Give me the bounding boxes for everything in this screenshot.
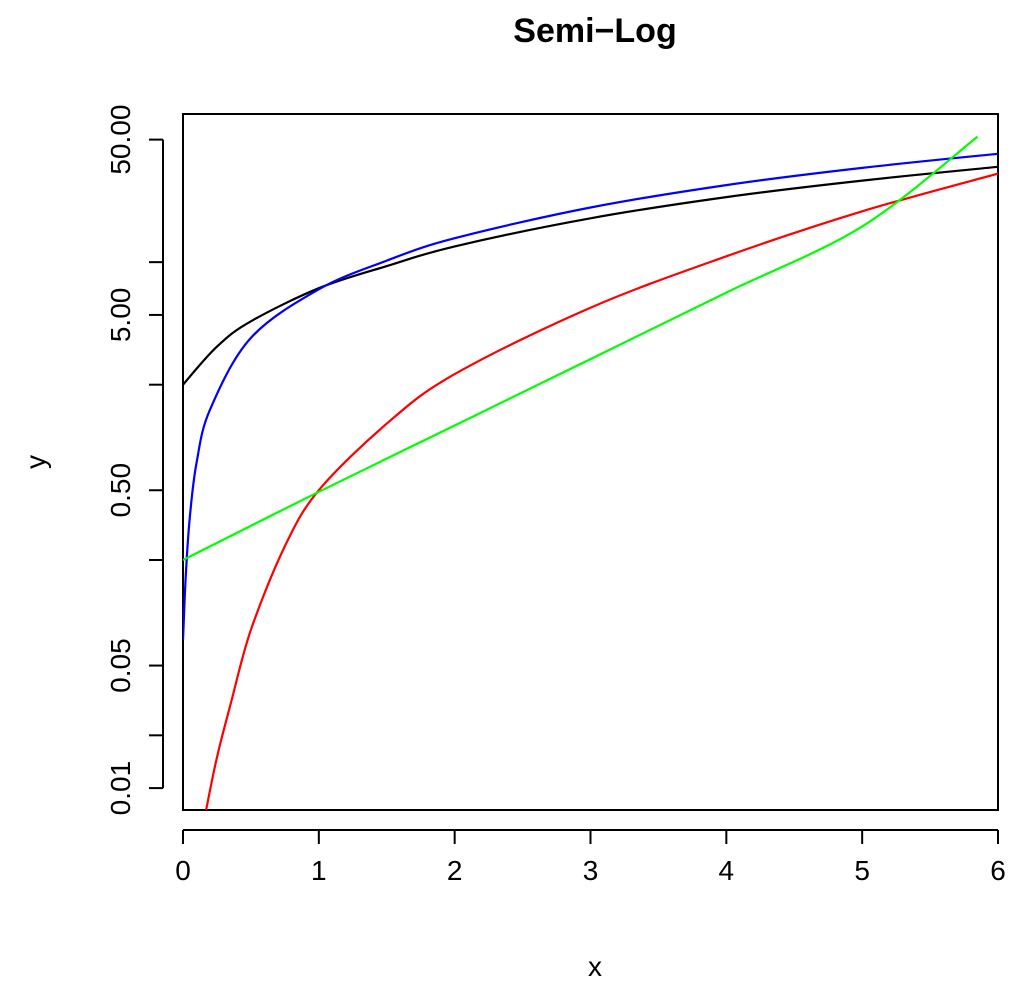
y-tick-label: 50.00 <box>105 105 136 175</box>
x-tick-label: 0 <box>175 855 191 886</box>
y-tick-label: 5.00 <box>105 288 136 343</box>
x-axis: 0 1 2 3 4 5 6 <box>175 829 1006 886</box>
x-tick-label: 3 <box>583 855 599 886</box>
x-tick-label: 6 <box>990 855 1006 886</box>
y-axis: 0.01 0.05 0.50 5.00 50.00 <box>105 105 164 816</box>
x-tick-label: 2 <box>447 855 463 886</box>
series-layer <box>183 135 998 810</box>
x-tick-label: 4 <box>719 855 735 886</box>
y-axis-title: y <box>20 455 51 469</box>
y-tick-label: 0.05 <box>105 638 136 693</box>
x-tick-label: 1 <box>311 855 327 886</box>
series-line-3 <box>205 172 998 810</box>
y-tick-label: 0.50 <box>105 463 136 518</box>
x-axis-title: x <box>588 951 602 981</box>
chart-title: Semi−Log <box>513 12 676 50</box>
series-line-2 <box>183 152 998 640</box>
plot-frame <box>182 113 999 811</box>
series-line-4 <box>183 135 979 561</box>
y-tick-label: 0.01 <box>105 761 136 816</box>
series-line-1 <box>183 165 998 386</box>
x-tick-label: 5 <box>854 855 870 886</box>
